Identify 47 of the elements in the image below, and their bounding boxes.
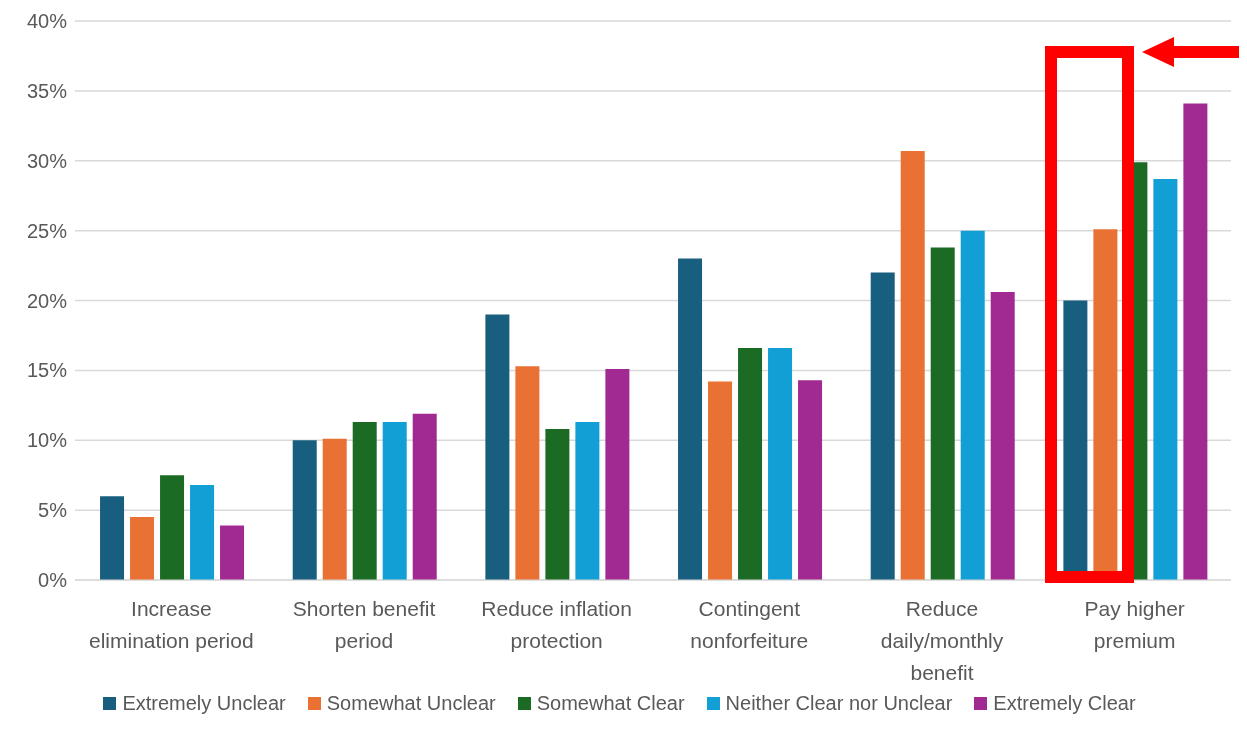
bar <box>515 366 540 580</box>
bar <box>545 429 570 580</box>
y-tick-label: 5% <box>38 499 68 522</box>
bar <box>768 348 793 580</box>
bar <box>798 380 823 580</box>
bar <box>100 496 125 580</box>
bar <box>130 517 155 580</box>
bar <box>960 230 985 580</box>
bar <box>708 381 733 580</box>
x-tick-label: Increase elimination period <box>89 597 254 652</box>
bar <box>220 525 245 580</box>
bar <box>575 422 600 580</box>
bar <box>485 314 510 580</box>
legend-label: Extremely Clear <box>993 692 1136 715</box>
bar <box>352 422 377 580</box>
bar <box>1153 178 1178 580</box>
legend-label: Somewhat Clear <box>536 692 685 715</box>
legend-label: Somewhat Unclear <box>326 692 496 715</box>
bar <box>738 348 763 580</box>
bar <box>900 150 925 580</box>
x-tick-label: Pay higher premium <box>1084 597 1185 652</box>
bar <box>678 258 703 580</box>
y-tick-label: 35% <box>26 79 68 102</box>
y-tick-label: 25% <box>26 219 68 242</box>
bar <box>930 247 955 580</box>
y-tick-label: 20% <box>26 289 68 312</box>
legend-label: Neither Clear nor Unclear <box>725 692 953 715</box>
bar <box>160 475 185 580</box>
y-tick-label: 0% <box>38 569 68 592</box>
bar <box>990 292 1015 580</box>
x-tick-label: Reduce inflation protection <box>481 597 632 652</box>
y-tick-label: 30% <box>26 149 68 172</box>
bar <box>190 484 215 580</box>
x-tick-label: Shorten benefit period <box>292 597 436 652</box>
bar <box>322 438 347 580</box>
bar <box>605 368 630 580</box>
y-tick-label: 15% <box>26 359 68 382</box>
bar <box>292 440 317 580</box>
legend-label: Extremely Unclear <box>122 692 286 715</box>
x-tick-label: Contingent nonforfeiture <box>690 597 809 652</box>
x-tick-label: Reduce daily/monthly benefit <box>880 597 1004 684</box>
y-tick-label: 10% <box>26 429 68 452</box>
y-tick-label: 40% <box>26 10 68 33</box>
bar <box>382 422 407 580</box>
bar <box>870 272 895 580</box>
bar <box>412 413 437 580</box>
bar <box>1183 103 1208 580</box>
